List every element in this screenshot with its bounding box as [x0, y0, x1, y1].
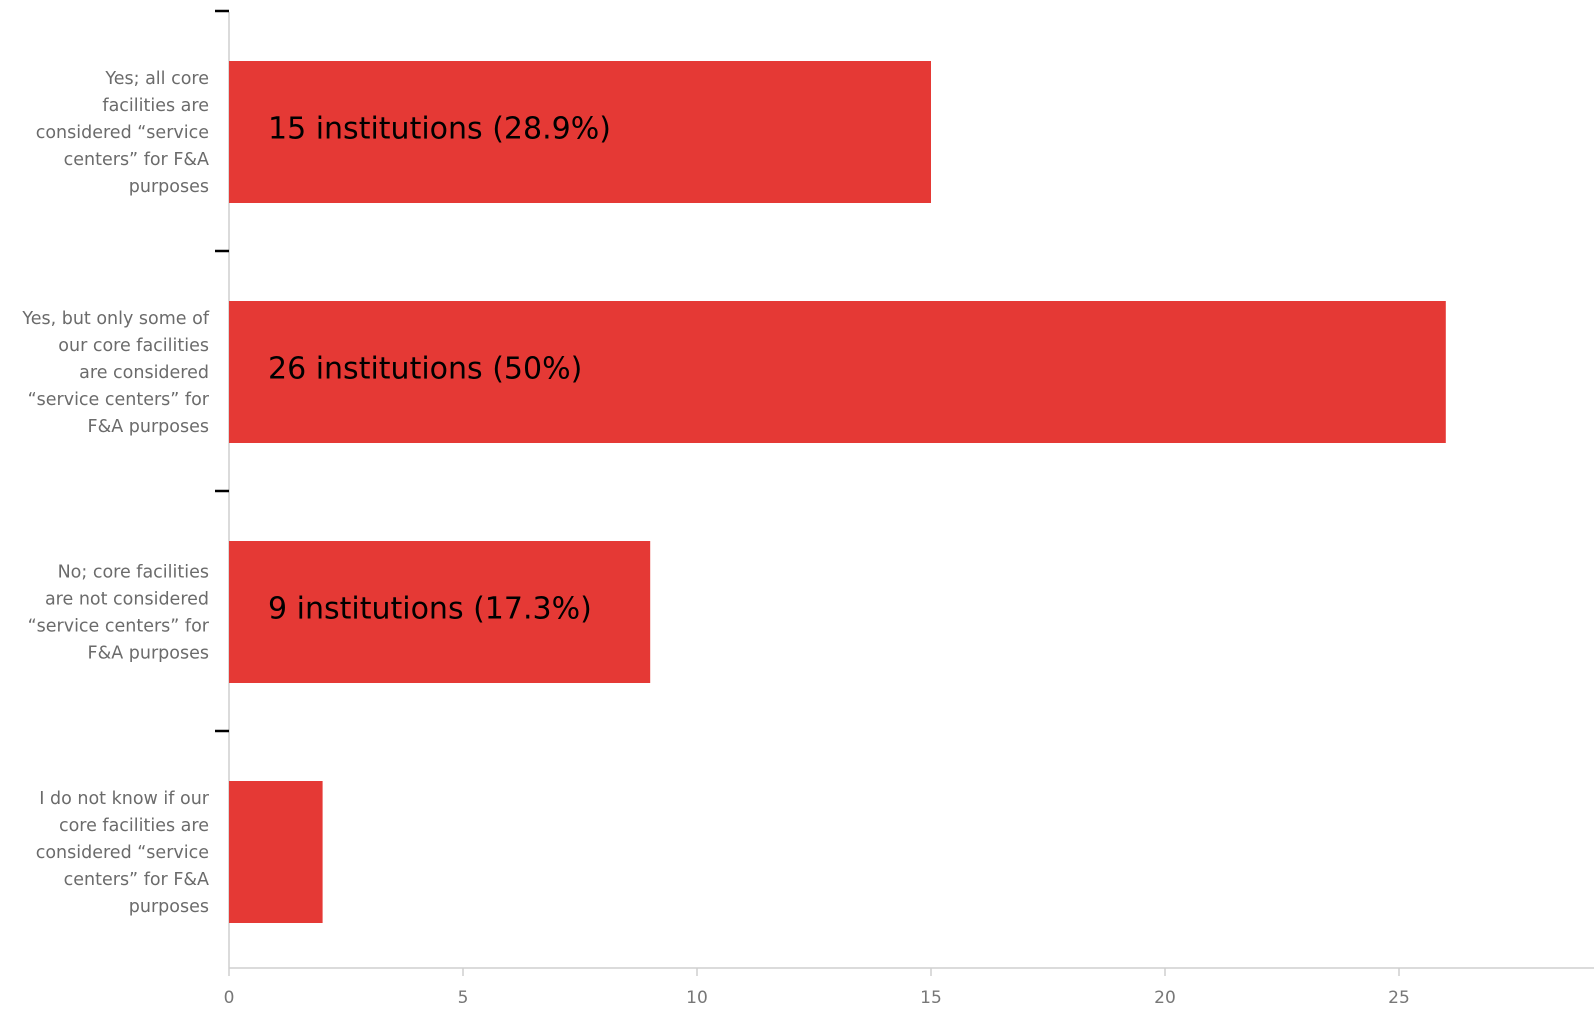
- x-tick-label: 20: [1154, 988, 1176, 1008]
- category-label: Yes, but only some of our core facilities…: [21, 309, 209, 437]
- data-labels: 15 institutions (28.9%) 26 institutions (…: [268, 112, 611, 627]
- x-tick-label: 5: [458, 988, 469, 1008]
- chart-bars: [229, 61, 1446, 923]
- data-label: 15 institutions (28.9%): [268, 112, 611, 147]
- x-tick-label: 25: [1388, 988, 1410, 1008]
- x-tick-label: 10: [686, 988, 708, 1008]
- category-label: Yes; all core facilities are considered “s…: [36, 69, 209, 197]
- data-label: 26 institutions (50%): [268, 352, 582, 387]
- category-label: No; core facilities are not considered “se…: [28, 563, 210, 664]
- bar: [229, 61, 931, 203]
- bar: [229, 541, 651, 683]
- data-label: 9 institutions (17.3%): [268, 592, 592, 627]
- x-tick-label: 15: [920, 988, 942, 1008]
- category-label: I do not know if our core facilities are c…: [36, 789, 210, 917]
- category-labels: Yes; all core facilities are considered “s…: [21, 69, 209, 917]
- x-tick-label: 0: [224, 988, 235, 1008]
- bar: [229, 301, 1446, 443]
- bar: [229, 781, 323, 923]
- x-tick-labels: 0 5 10 15 20 25: [224, 988, 1410, 1008]
